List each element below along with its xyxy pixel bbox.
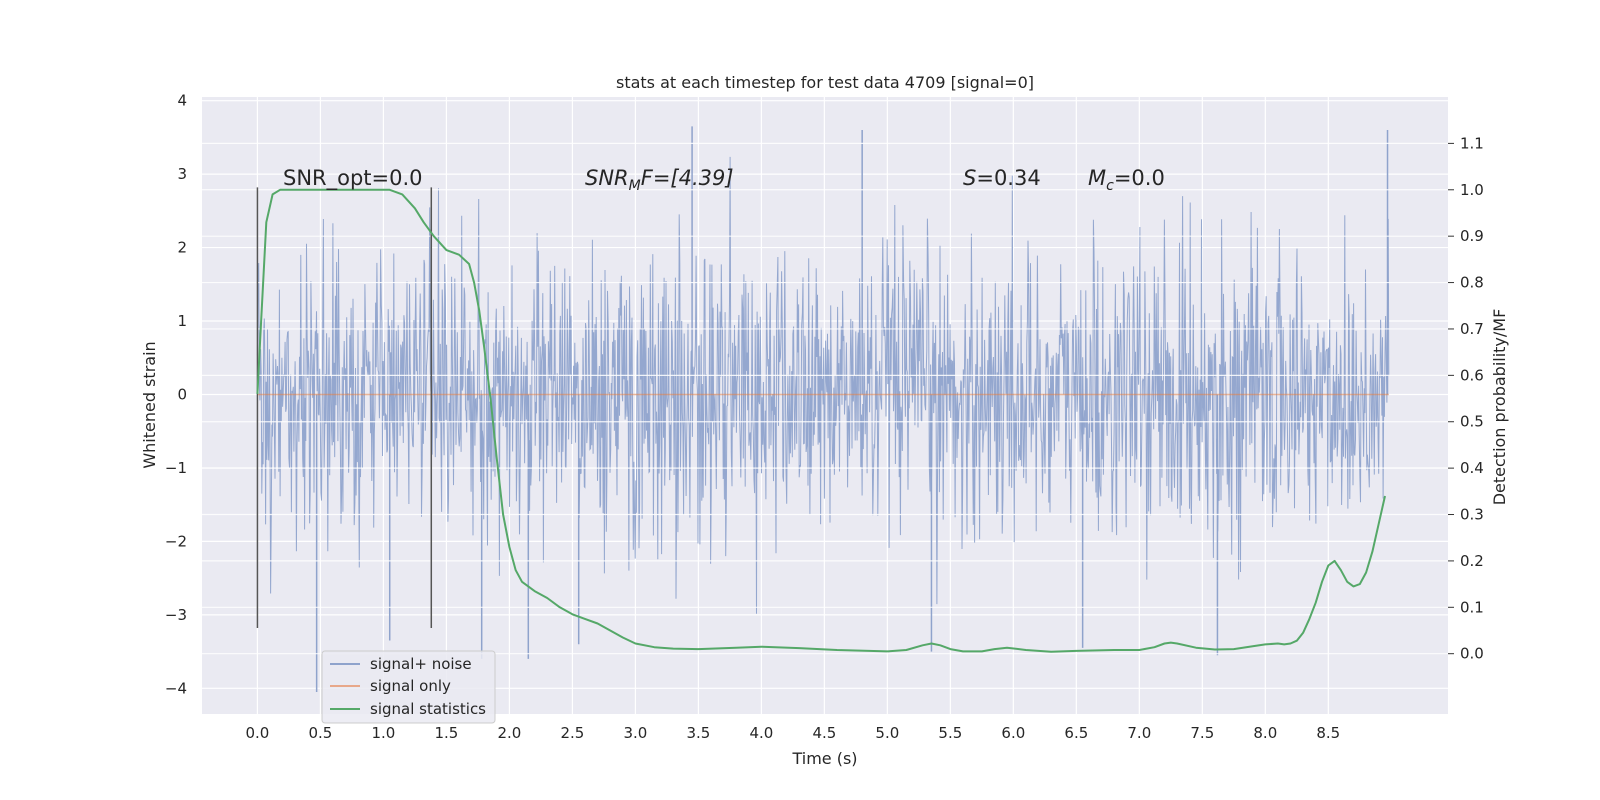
x-tick-label: 7.5 — [1190, 724, 1214, 742]
legend-label-signal-statistics: signal statistics — [370, 700, 486, 718]
y-tick-labels: 4 3 2 1 0 −1 −2 −3 −4 — [165, 92, 187, 698]
snr-mf-value: F=[4.39] — [641, 166, 734, 190]
legend-label-signal-plus-noise: signal+ noise — [370, 655, 472, 673]
snr-mf-symbol: SNR — [585, 166, 629, 190]
right-tick-label: 0.0 — [1460, 645, 1484, 663]
y-tick-label: 0 — [177, 385, 187, 403]
right-tick-label: 0.7 — [1460, 320, 1484, 338]
snr-mf-annotation: SNRMF=[4.39] — [585, 166, 734, 194]
s-annotation: S=0.34 — [963, 166, 1041, 190]
legend: signal+ noise signal only signal statist… — [321, 650, 496, 724]
window-markers — [256, 187, 433, 629]
noise-trace — [256, 156, 1390, 614]
right-tick-label: 0.9 — [1460, 227, 1484, 245]
x-tick-label: 8.0 — [1253, 724, 1277, 742]
x-tick-label: 2.5 — [560, 724, 584, 742]
right-tick-label: 0.2 — [1460, 552, 1484, 570]
y-tick-label: −3 — [165, 606, 187, 624]
right-tick-label: 1.1 — [1460, 134, 1484, 152]
right-tick-label: 0.6 — [1460, 366, 1484, 384]
x-tick-label: 5.0 — [875, 724, 899, 742]
x-tick-label: 6.5 — [1064, 724, 1088, 742]
snr-mf-subscript: M — [629, 178, 641, 194]
signal-plus-noise-series — [256, 126, 1390, 692]
x-tick-label: 3.0 — [623, 724, 647, 742]
chart-title: stats at each timestep for test data 470… — [616, 73, 1034, 92]
mc-subscript: c — [1106, 178, 1114, 194]
y-tick-label: 3 — [177, 165, 187, 183]
signal-statistics-series — [256, 188, 1386, 653]
mc-symbol: M — [1088, 166, 1106, 190]
y-axis-label: Whitened strain — [140, 341, 159, 468]
x-tick-label: 1.5 — [434, 724, 458, 742]
right-tick-label: 0.3 — [1460, 506, 1484, 524]
x-tick-label: 6.0 — [1001, 724, 1025, 742]
mc-value: =0.0 — [1114, 166, 1165, 190]
x-tick-label: 2.0 — [497, 724, 521, 742]
x-tick-label: 4.5 — [812, 724, 836, 742]
right-tick-label: 1.0 — [1460, 181, 1484, 199]
right-axis-label: Detection probability/MF — [1490, 309, 1509, 506]
y-tick-label: 1 — [177, 312, 187, 330]
x-tick-labels: 0.0 0.5 1.0 1.5 2.0 2.5 3.0 3.5 4.0 4.5 5.0 5.5 6.0 6… — [246, 724, 1341, 742]
right-tick-label: 0.8 — [1460, 274, 1484, 292]
x-tick-label: 0.0 — [246, 724, 270, 742]
x-tick-label: 4.0 — [749, 724, 773, 742]
y-tick-label: −4 — [165, 679, 187, 697]
y-tick-label: 4 — [177, 92, 187, 110]
right-tick-label: 0.5 — [1460, 413, 1484, 431]
legend-box — [321, 650, 496, 724]
right-tick-label: 0.4 — [1460, 459, 1484, 477]
signal-statistics-line — [256, 188, 1386, 653]
s-symbol: S — [963, 166, 976, 190]
x-axis-label: Time (s) — [791, 749, 857, 768]
x-tick-label: 3.5 — [686, 724, 710, 742]
right-tick-label: 0.1 — [1460, 598, 1484, 616]
x-tick-label: 8.5 — [1316, 724, 1340, 742]
legend-label-signal-only: signal only — [370, 677, 451, 695]
right-tick-labels: 1.1 1.0 0.9 0.8 0.7 0.6 0.5 0.4 0.3 0.2 0.1 0.0 — [1448, 134, 1484, 663]
mc-annotation: Mc=0.0 — [1088, 166, 1165, 194]
s-value: =0.34 — [976, 166, 1040, 190]
x-tick-label: 5.5 — [938, 724, 962, 742]
x-tick-label: 0.5 — [308, 724, 332, 742]
x-tick-label: 7.0 — [1127, 724, 1151, 742]
x-tick-label: 1.0 — [371, 724, 395, 742]
y-tick-label: 2 — [177, 239, 187, 257]
y-tick-label: −2 — [165, 532, 187, 550]
snr-opt-annotation: SNR_opt=0.0 — [283, 166, 423, 191]
y-tick-label: −1 — [165, 459, 187, 477]
